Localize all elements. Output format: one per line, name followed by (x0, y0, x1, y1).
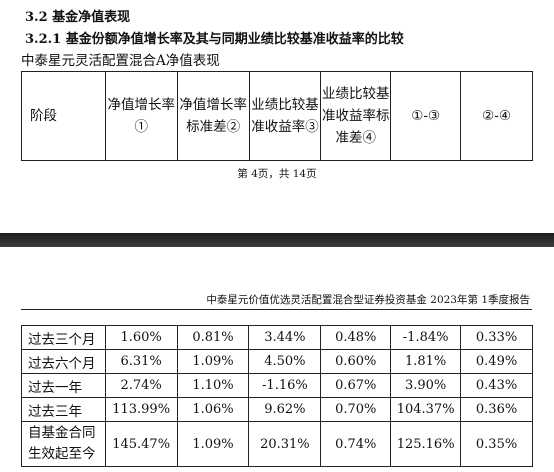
header-rule (21, 309, 532, 310)
table-cell: 3.90% (390, 373, 462, 398)
performance-table: 过去三个月 1.60% 0.81% 3.44% 0.48% -1.84% 0.33% 过去六个… (21, 325, 533, 467)
header-cell-benchmark-std: 业绩比较基准收益率标准差④ (320, 71, 392, 161)
table-cell: 1.10% (176, 373, 250, 398)
table-caption: 中泰星元灵活配置混合A净值表现 (21, 53, 220, 69)
table-cell: 1.60% (104, 325, 178, 350)
row-label: 过去三年 (21, 397, 106, 422)
table-cell: 4.50% (248, 349, 322, 374)
header-cell-diff-return: ①-③ (390, 71, 462, 161)
table-row: 自基金合同生效起至今 145.47% 1.09% 20.31% 0.74% 125.16%… (21, 421, 533, 467)
header-cell-diff-std: ②-④ (460, 71, 533, 161)
table-cell: 0.70% (320, 397, 392, 422)
header-cell-benchmark-return: 业绩比较基准收益率③ (248, 71, 322, 161)
table-cell: 20.31% (248, 421, 322, 467)
header-cell-nav-std: 净值增长率标准差② (176, 71, 250, 161)
table-cell: 0.49% (460, 349, 533, 374)
table-cell: 0.35% (460, 421, 533, 467)
table-cell: 145.47% (104, 421, 178, 467)
table-row: 过去三个月 1.60% 0.81% 3.44% 0.48% -1.84% 0.33% (21, 325, 533, 350)
header-cell-stage: 阶段 (21, 71, 106, 161)
table-cell: 1.09% (176, 349, 250, 374)
header-cell-nav-growth: 净值增长率① (104, 71, 178, 161)
table-cell: 104.37% (390, 397, 462, 422)
table-header: 阶段 净值增长率① 净值增长率标准差② 业绩比较基准收益率③ 业绩比较基准收益率… (21, 71, 533, 161)
table-cell: 0.81% (176, 325, 250, 350)
table-cell: 0.33% (460, 325, 533, 350)
table-cell: 1.06% (176, 397, 250, 422)
page-footer: 第 4页，共 14页 (237, 168, 317, 180)
table-cell: 1.09% (176, 421, 250, 467)
table-cell: 0.60% (320, 349, 392, 374)
table-cell: 0.67% (320, 373, 392, 398)
section-title: 3.2 基金净值表现 (25, 10, 131, 25)
table-cell: 2.74% (104, 373, 178, 398)
report-header: 中泰星元价值优选灵活配置混合型证券投资基金 2023年第 1季度报告 (206, 294, 530, 306)
row-label: 过去一年 (21, 373, 106, 398)
table-cell: 3.44% (248, 325, 322, 350)
table-cell: -1.16% (248, 373, 322, 398)
table-cell: 113.99% (104, 397, 178, 422)
table-row: 过去一年 2.74% 1.10% -1.16% 0.67% 3.90% 0.43% (21, 373, 533, 398)
table-cell: 0.48% (320, 325, 392, 350)
table-row: 过去三年 113.99% 1.06% 9.62% 0.70% 104.37% 0.36% (21, 397, 533, 422)
table-cell: -1.84% (390, 325, 462, 350)
section-subtitle: 3.2.1 基金份额净值增长率及其与同期业绩比较基准收益率的比较 (25, 32, 404, 47)
table-cell: 9.62% (248, 397, 322, 422)
table-cell: 1.81% (390, 349, 462, 374)
row-label: 过去三个月 (21, 325, 106, 350)
table-cell: 0.36% (460, 397, 533, 422)
row-label: 过去六个月 (21, 349, 106, 374)
table-cell: 6.31% (104, 349, 178, 374)
document-page-top: 3.2 基金净值表现 3.2.1 基金份额净值增长率及其与同期业绩比较基准收益率… (0, 0, 554, 233)
page-separator (0, 233, 554, 247)
table-cell: 0.43% (460, 373, 533, 398)
row-label: 自基金合同生效起至今 (21, 421, 106, 467)
table-cell: 0.74% (320, 421, 392, 467)
table-cell: 125.16% (390, 421, 462, 467)
table-row: 过去六个月 6.31% 1.09% 4.50% 0.60% 1.81% 0.49% (21, 349, 533, 374)
